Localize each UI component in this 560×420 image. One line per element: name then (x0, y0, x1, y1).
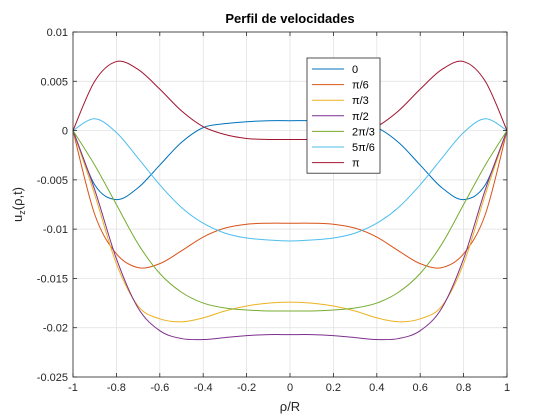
y-tick-label: -0.01 (43, 224, 68, 236)
legend-label: 5π/6 (352, 142, 375, 154)
legend-label: 2π/3 (352, 126, 375, 138)
series-line-2 (72, 130, 508, 323)
y-tick-label: -0.005 (37, 175, 68, 187)
legend-label: 0 (352, 64, 358, 76)
series-line-3 (72, 130, 508, 341)
series-line-1 (72, 130, 508, 269)
y-axis: -0.025 -0.02 -0.015 -0.01 -0.005 0 0.005 0.01 (37, 27, 507, 384)
y-tick-label: 0.01 (47, 27, 68, 39)
y-tick-label: -0.015 (37, 273, 68, 285)
series-line-4 (72, 130, 508, 312)
x-tick-label: 0.6 (413, 382, 428, 394)
series-line-0 (72, 120, 508, 201)
y-axis-label-tail: (ρ,t) (10, 187, 25, 210)
y-axis-label-main: u (10, 215, 25, 222)
legend-label: π/6 (352, 80, 369, 92)
x-tick-label: 1 (504, 382, 510, 394)
x-tick-label: -1 (68, 382, 78, 394)
y-tick-label: -0.02 (43, 323, 68, 335)
series-group (72, 60, 508, 341)
x-tick-label: -0.4 (194, 382, 213, 394)
x-tick-label: 0.8 (456, 382, 471, 394)
y-axis-label: uz(ρ,t) (10, 187, 27, 222)
y-tick-label: 0.005 (40, 76, 68, 88)
x-tick-label: 0.2 (326, 382, 341, 394)
y-tick-label: -0.025 (37, 372, 68, 384)
legend-label: π/2 (352, 111, 369, 123)
y-tick-label: 0 (62, 126, 68, 138)
legend-label: π (352, 158, 360, 170)
x-axis: -1 -0.8 -0.6 -0.4 -0.2 0 0.2 0.4 0.6 0.8 1 (68, 32, 510, 394)
y-axis-label-subscript: z (17, 210, 27, 215)
chart-title: Perfil de velocidades (225, 11, 354, 26)
series-line-6 (72, 60, 508, 141)
x-tick-label: 0.4 (369, 382, 384, 394)
x-tick-label: -0.2 (237, 382, 256, 394)
legend-label: π/3 (352, 95, 369, 107)
x-axis-label: ρ/R (280, 399, 300, 414)
x-tick-label: -0.6 (150, 382, 169, 394)
series-line-5 (72, 118, 508, 242)
legend: 0 π/6 π/3 π/2 2π/3 5π/6 π (306, 57, 381, 174)
x-tick-label: -0.8 (107, 382, 126, 394)
x-tick-label: 0 (287, 382, 293, 394)
